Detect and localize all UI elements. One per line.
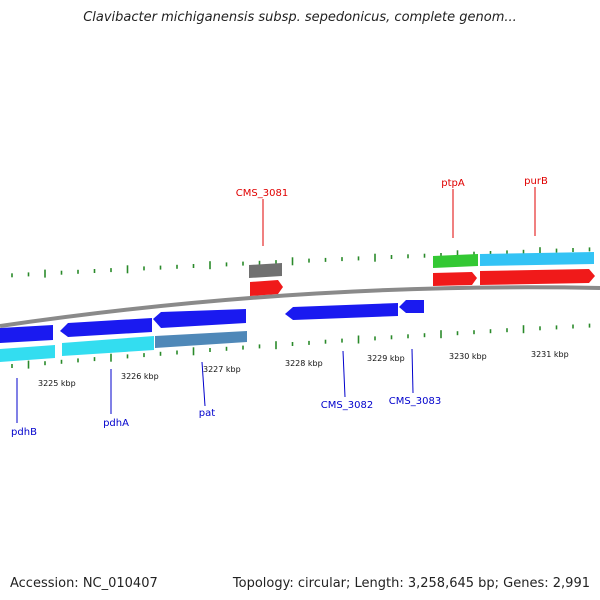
forward-genes	[249, 252, 595, 296]
gene-cms-3082-blue[interactable]	[285, 303, 398, 320]
gene-purb-lightblue[interactable]	[480, 252, 594, 266]
scale-label: 3229 kbp	[367, 354, 405, 363]
leader-line	[411, 348, 414, 394]
gene-label-pdha[interactable]: pdhA	[103, 418, 129, 429]
inner-tick-row	[11, 323, 591, 369]
gene-pdha-cyan[interactable]	[62, 336, 154, 356]
top-gene-labels: CMS_3081 ptpA purB	[236, 176, 548, 246]
leader-line	[342, 350, 346, 398]
gene-label-purb[interactable]: purB	[524, 176, 548, 187]
scale-label: 3227 kbp	[203, 365, 241, 374]
gene-label-cms-3082[interactable]: CMS_3082	[321, 400, 373, 411]
gene-pat-steel[interactable]	[155, 331, 247, 348]
gene-cms-3081-gray[interactable]	[249, 263, 282, 278]
leader-line	[201, 361, 206, 407]
gene-ptpa-red[interactable]	[433, 272, 477, 286]
gene-pat-blue[interactable]	[153, 309, 246, 328]
genome-summary-text: Topology: circular; Length: 3,258,645 bp…	[232, 576, 590, 591]
gene-pdhb-cyan[interactable]	[0, 345, 55, 362]
bottom-gene-labels: pdhB pdhA pat CMS_3082 CMS_3083	[11, 348, 441, 438]
scale-label: 3228 kbp	[285, 359, 323, 368]
scale-label: 3231 kbp	[531, 350, 569, 359]
gene-pdha-blue[interactable]	[60, 318, 152, 337]
reverse-genes	[0, 300, 424, 362]
scale-label: 3230 kbp	[449, 352, 487, 361]
map-title: Clavibacter michiganensis subsp. sepedon…	[83, 10, 517, 25]
scale-labels: 3225 kbp 3226 kbp 3227 kbp 3228 kbp 3229…	[38, 350, 569, 388]
gene-cms-3083-blue[interactable]	[399, 300, 424, 313]
gene-ptpa-green[interactable]	[433, 254, 478, 268]
gene-label-cms-3083[interactable]: CMS_3083	[389, 396, 441, 407]
scale-label: 3225 kbp	[38, 379, 76, 388]
scale-label: 3226 kbp	[121, 372, 159, 381]
gene-cms-3081-red[interactable]	[250, 280, 283, 296]
gene-purb-red[interactable]	[480, 269, 595, 285]
gene-pdhb-blue[interactable]	[0, 325, 53, 343]
gene-label-pat[interactable]: pat	[199, 408, 215, 419]
genome-backbone	[0, 285, 600, 328]
gene-label-cms-3081[interactable]: CMS_3081	[236, 188, 288, 199]
accession-text: Accession: NC_010407	[10, 576, 158, 591]
gene-label-ptpa[interactable]: ptpA	[441, 178, 465, 189]
gene-label-pdhb[interactable]: pdhB	[11, 427, 37, 438]
outer-tick-row	[11, 247, 591, 278]
